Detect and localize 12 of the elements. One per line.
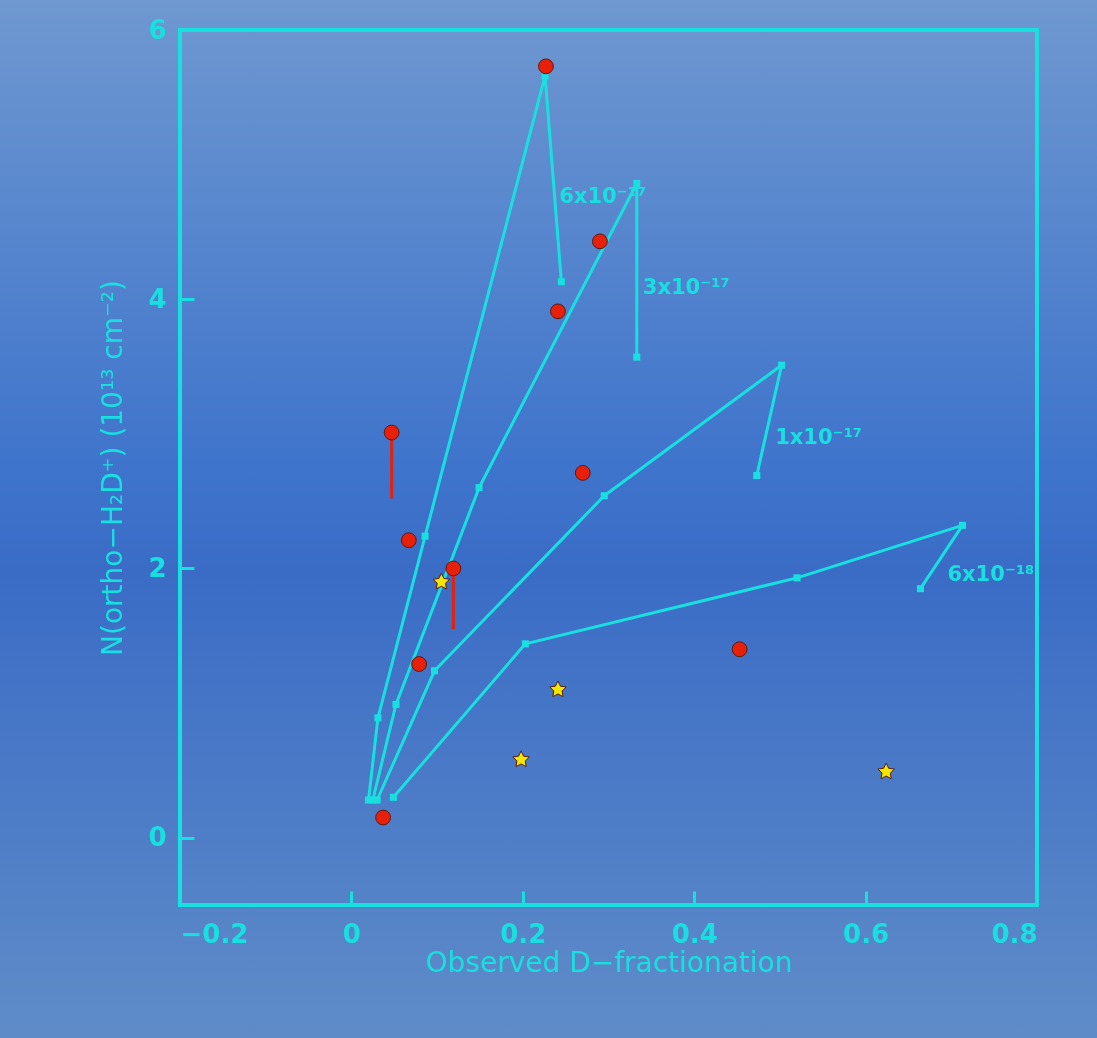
series-label: 3x10⁻¹⁷ bbox=[642, 275, 730, 300]
y-tick-label: 0 bbox=[148, 822, 167, 853]
y-tick-label: 6 bbox=[148, 14, 167, 45]
series-label: 6x10⁻¹⁸ bbox=[947, 562, 1035, 587]
series-label: 1x10⁻¹⁷ bbox=[775, 425, 863, 450]
x-tick-label: 0.6 bbox=[843, 918, 890, 949]
x-tick-label: 0.8 bbox=[991, 918, 1038, 949]
x-tick-label: 0 bbox=[342, 918, 361, 949]
y-axis-title: N(ortho−H₂D⁺) (10¹³ cm⁻²) bbox=[96, 280, 130, 656]
x-tick-label: −0.2 bbox=[180, 918, 249, 949]
y-tick-label: 4 bbox=[148, 283, 167, 314]
y-tick-label: 2 bbox=[148, 552, 167, 583]
